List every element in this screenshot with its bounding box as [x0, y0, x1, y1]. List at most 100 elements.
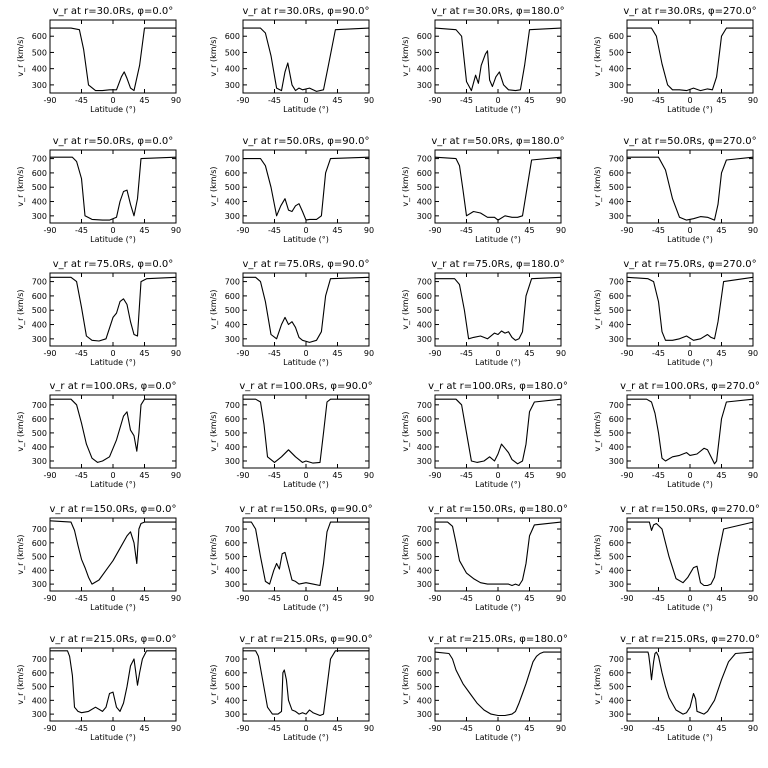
x-tick-label: 0	[495, 724, 500, 733]
series-line	[435, 398, 562, 465]
y-tick-label: 700	[417, 655, 432, 664]
x-tick-label: 0	[495, 96, 500, 105]
panel-title: v_r at r=50.0Rs, φ=270.0°	[623, 136, 756, 147]
x-tick-label: 90	[171, 349, 181, 358]
x-tick-label: 90	[556, 594, 566, 603]
x-tick-label: -45	[652, 96, 665, 105]
y-tick-label: 500	[609, 683, 624, 692]
x-axis-label: Latitude (°)	[283, 235, 329, 244]
y-tick-label: 300	[417, 81, 432, 90]
y-tick-label: 500	[609, 429, 624, 438]
y-tick-label: 600	[609, 169, 624, 178]
x-tick-label: 45	[716, 226, 726, 235]
x-axis-label: Latitude (°)	[283, 733, 329, 742]
x-tick-label: 45	[139, 594, 149, 603]
y-axis-label: v_r (km/s)	[209, 664, 218, 704]
x-axis-label: Latitude (°)	[283, 480, 329, 489]
panel-title: v_r at r=75.0Rs, φ=270.0°	[623, 259, 756, 270]
y-tick-label: 600	[417, 415, 432, 424]
y-tick-label: 600	[32, 292, 47, 301]
panel-title: v_r at r=50.0Rs, φ=180.0°	[431, 136, 564, 147]
y-tick-label: 600	[417, 669, 432, 678]
x-axis-label: Latitude (°)	[90, 235, 136, 244]
plot-frame	[434, 272, 562, 347]
y-tick-label: 600	[417, 292, 432, 301]
x-tick-label: -90	[620, 594, 633, 603]
y-tick-label: 400	[225, 198, 240, 207]
x-tick-label: -45	[460, 349, 473, 358]
y-tick-label: 400	[32, 443, 47, 452]
series-line	[434, 651, 561, 717]
y-tick-label: 700	[32, 401, 47, 410]
y-axis-label: v_r (km/s)	[16, 166, 25, 206]
y-axis-label: v_r (km/s)	[593, 411, 602, 451]
x-tick-label: -45	[460, 226, 473, 235]
y-tick-label: 400	[609, 198, 624, 207]
panel-title: v_r at r=215.0Rs, φ=180.0°	[428, 634, 568, 645]
x-tick-label: 90	[171, 96, 181, 105]
y-tick-label: 400	[609, 443, 624, 452]
x-tick-label: 0	[495, 594, 500, 603]
x-axis-label: Latitude (°)	[667, 603, 713, 612]
y-tick-label: 700	[609, 401, 624, 410]
plot-frame	[49, 19, 177, 94]
y-axis-label: v_r (km/s)	[401, 289, 410, 329]
x-tick-label: 90	[171, 471, 181, 480]
y-tick-label: 300	[225, 457, 240, 466]
series-line	[434, 156, 562, 221]
x-tick-label: -45	[652, 594, 665, 603]
x-tick-label: 0	[687, 594, 692, 603]
y-tick-label: 700	[32, 278, 47, 287]
x-tick-label: 90	[364, 471, 374, 480]
y-tick-label: 700	[225, 655, 240, 664]
x-axis-label: Latitude (°)	[475, 358, 521, 367]
y-tick-label: 600	[417, 539, 432, 548]
y-tick-label: 700	[32, 155, 47, 164]
x-tick-label: 0	[110, 226, 115, 235]
x-tick-label: -45	[652, 724, 665, 733]
series-line	[435, 521, 562, 587]
y-tick-label: 300	[609, 710, 624, 719]
y-tick-label: 300	[225, 580, 240, 589]
x-tick-label: -90	[428, 594, 441, 603]
x-tick-label: 0	[495, 349, 500, 358]
x-tick-label: 90	[748, 724, 758, 733]
x-tick-label: 45	[716, 724, 726, 733]
y-tick-label: 400	[32, 321, 47, 330]
x-tick-label: -90	[428, 349, 441, 358]
series-line	[50, 398, 176, 463]
x-axis-label: Latitude (°)	[667, 480, 713, 489]
x-tick-label: 90	[748, 96, 758, 105]
panel-title: v_r at r=100.0Rs, φ=90.0°	[239, 381, 372, 392]
plot-frame	[49, 394, 177, 469]
x-tick-label: 45	[332, 226, 342, 235]
plot-frame	[626, 149, 754, 224]
panel-title: v_r at r=30.0Rs, φ=90.0°	[243, 6, 370, 17]
y-tick-label: 700	[225, 525, 240, 534]
x-tick-label: 90	[364, 594, 374, 603]
x-tick-label: -45	[268, 349, 281, 358]
x-axis-label: Latitude (°)	[475, 105, 521, 114]
x-tick-label: -45	[652, 349, 665, 358]
y-tick-label: 600	[225, 32, 240, 41]
x-axis-label: Latitude (°)	[475, 235, 521, 244]
y-tick-label: 300	[609, 580, 624, 589]
y-axis-label: v_r (km/s)	[16, 411, 25, 451]
plot-frame	[434, 149, 562, 224]
y-tick-label: 700	[609, 525, 624, 534]
y-tick-label: 400	[417, 566, 432, 575]
panel-title: v_r at r=100.0Rs, φ=0.0°	[50, 381, 177, 392]
panel-title: v_r at r=75.0Rs, φ=0.0°	[53, 259, 174, 270]
y-tick-label: 500	[225, 429, 240, 438]
y-tick-label: 400	[417, 321, 432, 330]
x-tick-label: 0	[495, 471, 500, 480]
series-line	[243, 27, 370, 92]
x-axis-label: Latitude (°)	[90, 358, 136, 367]
y-tick-label: 700	[417, 401, 432, 410]
x-tick-label: 45	[716, 471, 726, 480]
y-axis-label: v_r (km/s)	[401, 36, 410, 76]
series-line	[49, 520, 176, 585]
y-tick-label: 300	[609, 81, 624, 90]
y-axis-label: v_r (km/s)	[593, 166, 602, 206]
x-tick-label: 90	[748, 226, 758, 235]
